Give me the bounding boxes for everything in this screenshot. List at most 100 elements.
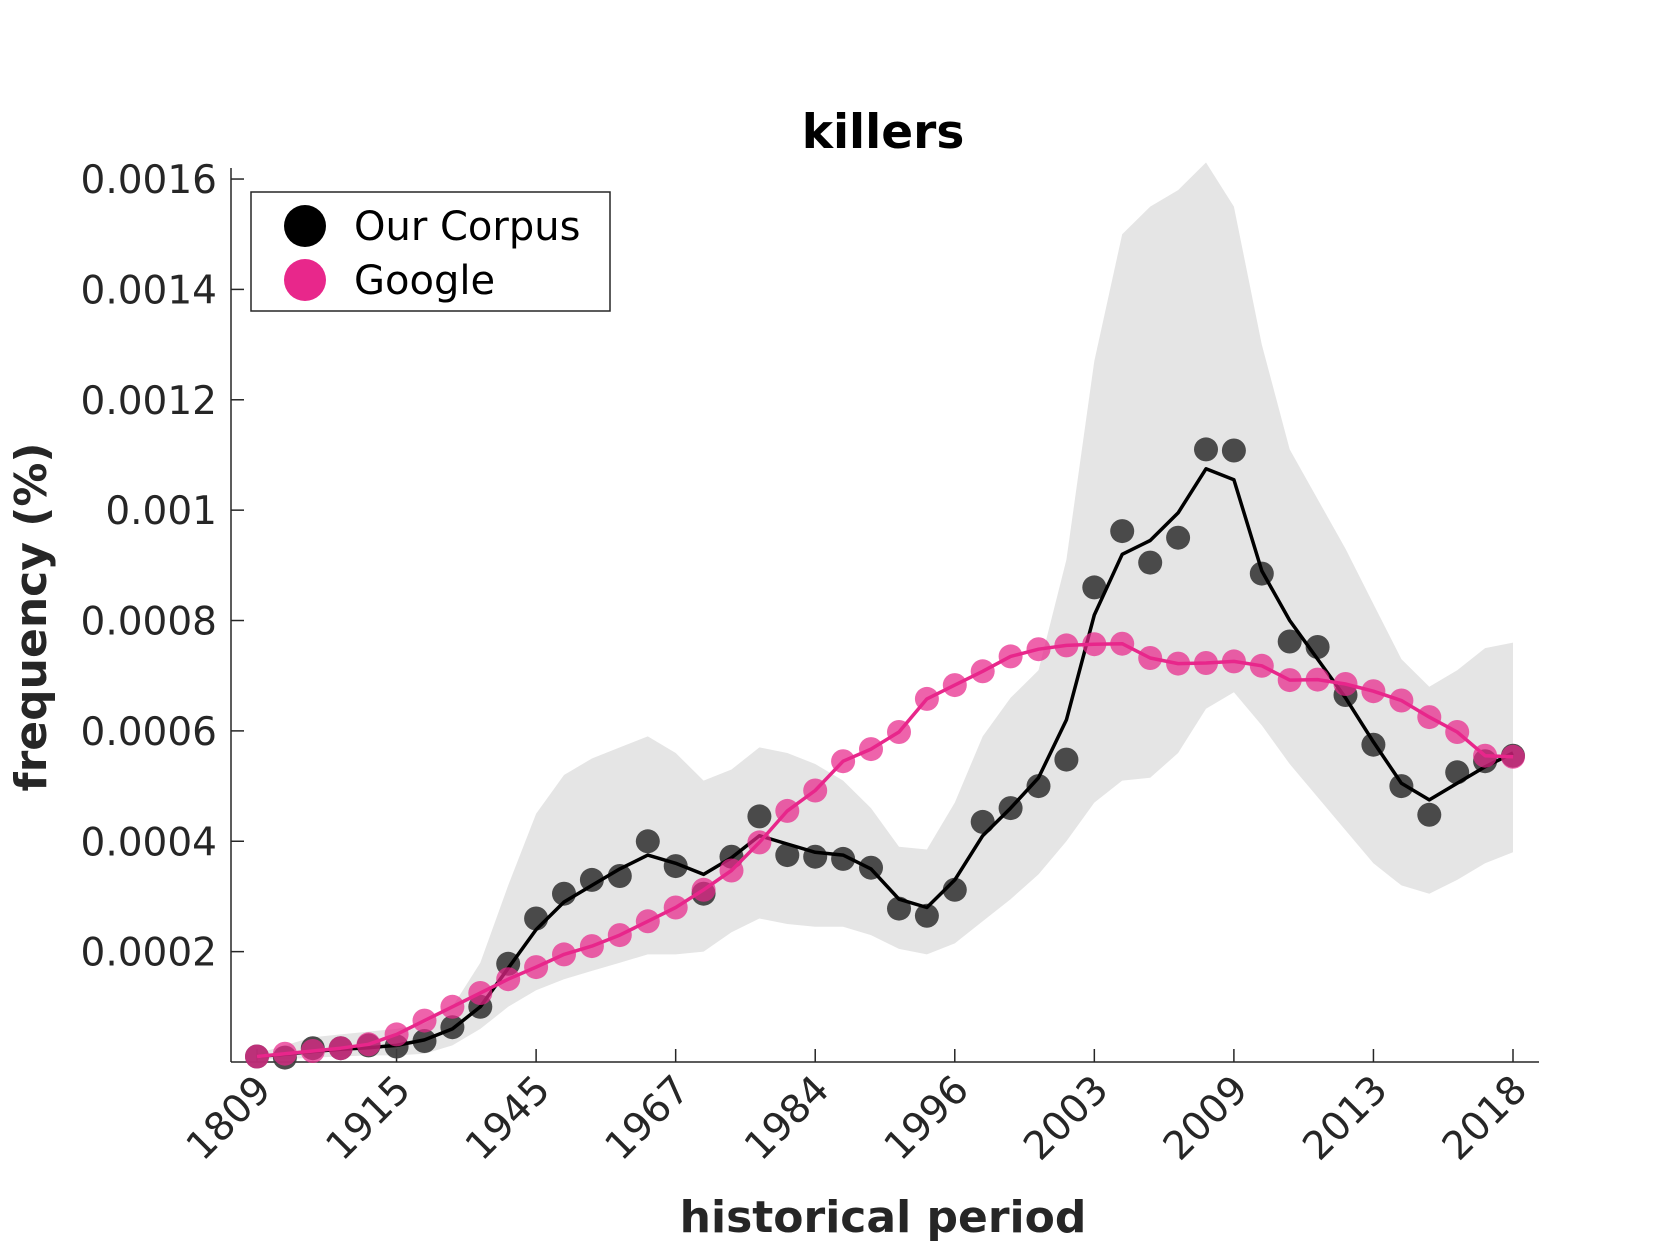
google-point [1305,667,1330,692]
y-tick-label: 0.0006 [81,710,217,755]
corpus-point [914,903,939,928]
google-point [942,673,967,698]
google-point [1389,688,1414,713]
y-tick-label: 0.0012 [81,379,217,424]
google-point [1417,705,1442,730]
corpus-point [1194,437,1218,462]
google-point [859,737,883,762]
legend-marker-google [284,259,326,301]
google-point [1082,632,1107,657]
y-tick-label: 0.0004 [81,820,217,865]
legend-label-google: Google [354,258,495,304]
legend-marker-corpus [284,205,326,247]
corpus-point [1417,802,1442,827]
google-point [412,1008,437,1033]
google-points [245,631,1525,1069]
google-point [440,994,465,1019]
corpus-point [607,864,632,888]
y-tick-label: 0.0002 [81,931,217,976]
x-tick-label: 2009 [1155,1067,1257,1169]
corpus-point [1166,525,1191,550]
corpus-point [579,867,604,892]
y-ticks: 0.0002 0.0004 0.0006 0.0008 0.001 0.0012 0.001… [81,158,244,976]
corpus-point [1138,550,1163,575]
google-point [1333,672,1358,696]
google-point [1138,646,1163,670]
x-tick-label: 2018 [1434,1067,1536,1169]
corpus-point [1445,760,1470,785]
google-point [1110,631,1135,656]
google-point [552,942,576,967]
legend-label-corpus: Our Corpus [354,204,580,250]
google-point [1166,651,1191,676]
corpus-point [1026,774,1051,799]
google-point [831,749,856,774]
confidence-band [257,162,1513,1060]
google-point [1026,637,1051,662]
x-tick-label: 2003 [1015,1067,1117,1169]
google-point [384,1022,409,1047]
google-point [747,830,772,855]
google-trend-line [256,641,1514,1059]
google-point [803,778,828,803]
google-point [272,1041,297,1066]
y-tick-label: 0.0014 [81,268,217,313]
x-tick-label: 1967 [597,1067,699,1169]
google-point [970,659,995,684]
google-point [1277,668,1302,693]
google-point [663,895,688,920]
corpus-point [775,843,800,868]
google-point [328,1036,353,1061]
corpus-point [524,906,549,931]
google-point [914,686,939,711]
y-tick-label: 0.0016 [81,158,217,203]
google-point [1361,679,1386,704]
google-point [579,934,604,959]
corpus-point [970,809,995,834]
google-point [887,720,911,744]
corpus-point [1389,774,1414,799]
google-line [256,641,1514,1059]
x-tick-label: 1945 [457,1067,559,1169]
google-point [1445,720,1470,744]
x-tick-label: 2013 [1295,1067,1397,1169]
corpus-trend-line [256,467,1514,1059]
google-point [607,923,632,948]
google-point [245,1044,269,1069]
google-point [356,1032,381,1057]
confidence-band-area [257,162,1513,1060]
x-tick-label: 1984 [736,1067,838,1169]
google-point [1054,633,1079,658]
corpus-point [1054,747,1079,772]
x-tick-label: 1996 [876,1067,978,1169]
corpus-point [747,804,772,829]
google-point [691,877,716,902]
corpus-point [1221,438,1246,463]
y-tick-label: 0.001 [105,489,217,534]
axes [230,168,1539,1063]
google-point [524,955,549,980]
legend: Our Corpus Google [250,191,611,312]
google-point [300,1039,325,1063]
google-point [719,858,744,883]
google-point [1473,743,1498,768]
google-point [998,644,1023,669]
y-axis-title: frequency (%) [6,442,57,791]
corpus-line [256,467,1514,1059]
google-point [1249,653,1274,678]
google-point [496,967,521,992]
x-tick-label: 1915 [318,1067,420,1169]
y-tick-label: 0.0008 [81,600,217,645]
x-axis-title: historical period [680,1192,1087,1243]
google-point [635,909,660,934]
x-ticks: 1809 1915 1945 1967 1984 1996 2003 2009 2013 2018 [178,1049,1536,1169]
corpus-point [1277,629,1302,654]
corpus-point [1110,519,1135,544]
google-point [1501,744,1525,769]
google-point [775,798,800,823]
google-point [1221,649,1246,674]
x-tick-label: 1809 [178,1067,280,1169]
google-point [468,981,493,1005]
